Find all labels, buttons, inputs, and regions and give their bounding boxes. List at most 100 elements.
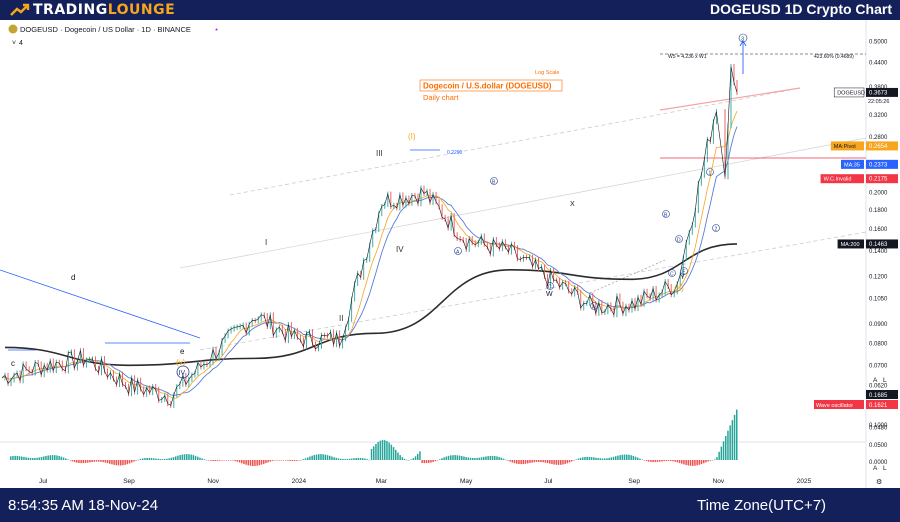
oscillator-bar <box>452 455 454 460</box>
oscillator-bar <box>47 455 49 460</box>
oscillator-bar <box>700 460 703 465</box>
y-tick-label: 0.5000 <box>869 40 888 46</box>
doge-coin-icon <box>8 24 18 34</box>
indicator-count[interactable]: 4 <box>19 40 23 47</box>
symbol-options-icon[interactable]: ⋆ <box>214 25 219 34</box>
indicator-chevron-icon[interactable]: ˅ <box>12 40 16 47</box>
oscillator-bar <box>177 455 179 460</box>
oscillator-bar <box>172 457 175 460</box>
oscillator-bar <box>639 458 641 460</box>
oscillator-bar <box>117 460 120 466</box>
oscillator-bar <box>333 457 335 460</box>
oscillator-bar <box>571 460 573 462</box>
oscillator-bar <box>568 460 571 463</box>
x-axis[interactable]: Jul Sep Nov 2024 Mar May Jul Sep Nov 2025 <box>39 478 812 485</box>
oscillator-bar <box>566 460 569 464</box>
oscillator-bar <box>727 430 729 460</box>
level-label: 0.2290 <box>447 150 463 156</box>
oscillator-bar <box>630 455 632 460</box>
wave-label-3: 3 <box>741 37 744 43</box>
x-tick-label: Jul <box>39 478 48 485</box>
price-candles <box>1 64 738 408</box>
oscillator-bar <box>606 458 608 460</box>
osc-tick-1: 0.1000 <box>869 423 888 429</box>
timezone: Time Zone(UTC+7) <box>697 497 827 514</box>
oscillator-bar <box>348 458 351 460</box>
osc-tick-3: 0.0000 <box>869 460 888 466</box>
price-tag-label: W.C.Invalid <box>824 177 852 183</box>
oscillator-bar <box>659 460 661 462</box>
wave-3-circle <box>738 33 748 43</box>
x-tick-label: May <box>460 478 473 485</box>
oscillator-bar <box>269 460 272 462</box>
oscillator-bar <box>386 441 388 460</box>
oscillator-bar <box>709 460 712 461</box>
oscillator-bar <box>663 460 665 462</box>
oscillator-bar <box>498 456 500 460</box>
chart-area[interactable]: DOGEUSD · Dogecoin / US Dollar · 1D · BI… <box>0 20 900 488</box>
y-tick-label: 0.1600 <box>869 227 888 233</box>
oscillator-bar <box>216 460 219 461</box>
price-tag-value-box <box>866 239 898 249</box>
oscillator-bar <box>489 455 492 460</box>
oscillator-bar <box>665 460 668 461</box>
oscillator-bar <box>617 455 619 460</box>
oscillator-bar <box>126 460 129 465</box>
oscillator-bar <box>27 457 30 460</box>
oscillator-bar <box>483 456 485 460</box>
oscillator-bar <box>401 457 404 460</box>
oscillator-bar <box>478 457 481 460</box>
y-tick-label: 0.1200 <box>869 275 888 281</box>
oscillator-bar <box>10 456 12 460</box>
oscillator-bar <box>491 455 494 460</box>
oscillator-bar <box>612 456 615 460</box>
oscillator-bar <box>718 451 720 460</box>
oscillator-bar <box>157 458 159 460</box>
oscillator-bar <box>326 455 329 460</box>
oscillator-bar <box>496 456 498 460</box>
wave-iv-circle <box>176 365 190 379</box>
oscillator-bar <box>324 454 327 460</box>
osc-value-b: 0.1621 <box>869 403 888 409</box>
oscillator-bar <box>441 458 443 460</box>
wave-1-circle <box>706 168 714 176</box>
oscillator-bar <box>342 459 344 460</box>
oscillator-bar <box>390 444 393 460</box>
log-scale-button[interactable]: L <box>883 377 887 384</box>
oscillator-bar <box>586 456 588 460</box>
oscillator-bar <box>412 458 415 460</box>
wave-label-c2: C <box>548 285 552 291</box>
osc-log-button[interactable]: L <box>883 465 887 472</box>
oscillator-bar <box>109 460 111 464</box>
wave-a2-circle <box>590 302 598 310</box>
oscillator-bar <box>707 460 709 462</box>
oscillator-bar <box>656 460 659 462</box>
settings-gear-icon[interactable]: ⚙ <box>876 478 882 486</box>
oscillator-bar <box>280 460 283 461</box>
price-line <box>1 66 738 406</box>
chart-subtitle: Daily chart <box>423 93 459 102</box>
oscillator-bar <box>467 457 470 460</box>
oscillator-bar <box>632 455 635 460</box>
oscillator-bar <box>65 458 67 460</box>
oscillator-bar <box>135 460 137 461</box>
oscillator-bar <box>159 459 162 460</box>
wave-c3-circle <box>668 269 676 277</box>
oscillator-bar <box>194 455 197 460</box>
log-scale-note: Log Scale <box>535 70 559 76</box>
auto-scale-button[interactable]: A <box>873 377 878 384</box>
oscillator-bar <box>106 460 109 464</box>
channel-upper-line <box>229 89 791 196</box>
oscillator-bar <box>366 459 368 460</box>
y-tick-label: 0.1050 <box>869 297 888 303</box>
oscillator-bar <box>340 458 342 460</box>
osc-auto-button[interactable]: A <box>873 465 878 472</box>
oscillator-bar <box>436 460 439 461</box>
oscillator-bar <box>518 460 520 465</box>
oscillator-bar <box>595 457 597 460</box>
oscillator-bar <box>703 460 705 464</box>
trend-arrow-icon <box>10 3 30 16</box>
price-tag-value: 0.2373 <box>869 162 888 168</box>
oscillator-bar <box>588 456 591 460</box>
oscillator-bar <box>403 458 406 460</box>
